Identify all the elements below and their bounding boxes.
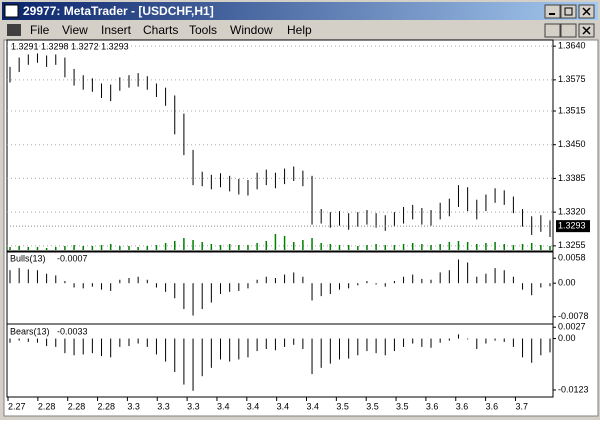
indicator-name: Bulls(13) [10, 253, 46, 263]
y-tick-label: 1.3515 [558, 105, 586, 115]
indicator-name: Bears(13) [10, 326, 50, 336]
menu-item[interactable]: Charts [143, 23, 178, 37]
y-tick-label: 1.3320 [558, 207, 586, 217]
chart-icon [7, 24, 21, 36]
app-icon [4, 4, 19, 18]
y-tick-label: 1.3255 [558, 240, 586, 250]
mdi-restore[interactable] [560, 23, 577, 38]
window-title: 29977: MetaTrader - [USDCHF,H1] [23, 4, 214, 18]
x-tick-label: 3.3 [127, 401, 140, 411]
y-tick-label: 1.3575 [558, 74, 586, 84]
menu-item[interactable]: View [62, 23, 88, 37]
menu-item[interactable]: Window [230, 23, 273, 37]
y-tick-label: 0.00 [558, 333, 576, 343]
y-tick-label: -0.0123 [558, 384, 589, 394]
window-controls [544, 4, 595, 38]
y-tick-label: 0.0027 [558, 322, 586, 332]
x-tick-label: 3.6 [426, 401, 439, 411]
x-tick-label: 2.28 [68, 401, 86, 411]
x-tick-label: 3.3 [187, 401, 200, 411]
y-tick-label: 0.0058 [558, 253, 586, 263]
x-tick-label: 3.4 [277, 401, 290, 411]
panel-frame [6, 39, 554, 253]
x-tick-label: 2.28 [98, 401, 116, 411]
chart-area [3, 39, 599, 417]
price-label-bg [556, 220, 590, 233]
x-tick-label: 3.4 [307, 401, 320, 411]
menu-item[interactable]: File [30, 23, 50, 37]
y-tick-label: 1.3385 [558, 173, 586, 183]
x-tick-label: 3.6 [456, 401, 469, 411]
x-tick-label: 3.4 [217, 401, 230, 411]
y-tick-label: 1.3640 [558, 41, 586, 51]
x-tick-label: 3.3 [157, 401, 170, 411]
x-tick-label: 3.5 [366, 401, 379, 411]
x-tick-label: 2.28 [38, 401, 56, 411]
x-tick-label: 3.5 [336, 401, 349, 411]
menu-item[interactable]: Tools [189, 23, 217, 37]
current-price-label: 1.3293 [558, 221, 586, 231]
symbol-info: 1.3291 1.3298 1.3272 1.3293 [11, 41, 129, 51]
panel-frame [6, 323, 554, 398]
y-tick-label: 0.00 [558, 278, 576, 288]
menu-bar: File View Insert Charts Tools Window Help [30, 23, 312, 37]
indicator-value: -0.0033 [57, 326, 88, 336]
mdi-minimize[interactable] [544, 23, 561, 38]
indicator-value: -0.0007 [57, 253, 88, 263]
x-tick-label: 3.5 [396, 401, 409, 411]
title-bar [2, 2, 598, 20]
y-tick-label: 1.3450 [558, 139, 586, 149]
minimize-button[interactable] [544, 4, 561, 19]
menu-item[interactable]: Help [287, 23, 312, 37]
x-tick-label: 3.7 [515, 401, 528, 411]
maximize-button[interactable] [560, 4, 577, 19]
x-tick-label: 2.27 [8, 401, 26, 411]
menu-item[interactable]: Insert [101, 23, 132, 37]
x-tick-label: 3.6 [486, 401, 499, 411]
y-tick-label: -0.0078 [558, 311, 589, 321]
x-tick-label: 3.4 [247, 401, 260, 411]
